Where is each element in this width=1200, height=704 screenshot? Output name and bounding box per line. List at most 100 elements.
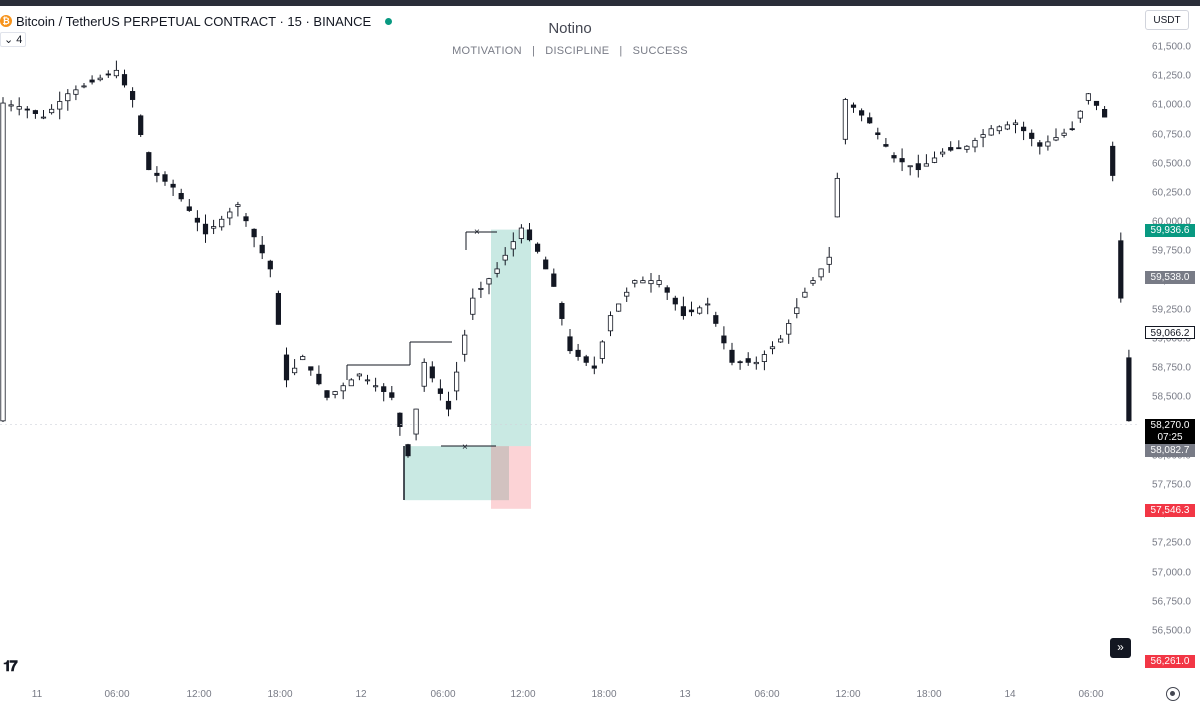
candle-body	[745, 358, 751, 363]
candle-body	[494, 268, 500, 274]
bar-countdown: 07:25	[1157, 432, 1183, 443]
candle-body	[664, 287, 670, 293]
candle-body	[1045, 141, 1051, 147]
candle-body	[227, 211, 233, 219]
candle-body	[429, 366, 435, 379]
sweep-marker: ×	[462, 442, 468, 453]
symbol-label: Bitcoin / TetherUS PERPETUAL CONTRACT · …	[16, 13, 372, 29]
settings-icon[interactable]	[1166, 687, 1180, 701]
candle-body	[761, 354, 768, 362]
candle-body	[907, 165, 913, 168]
price-axis-label: 59,250.0	[1152, 304, 1191, 316]
time-axis-label: 06:00	[430, 689, 456, 700]
time-axis-label: 06:00	[104, 689, 130, 700]
loss-zone	[491, 446, 531, 509]
candle-body	[697, 307, 703, 314]
symbol-title[interactable]: ₿ Bitcoin / TetherUS PERPETUAL CONTRACT …	[0, 12, 393, 30]
candle-body	[543, 259, 549, 270]
tradingview-logo[interactable]: 𝟏𝟕	[3, 658, 18, 675]
stop-price-tag: 57,546.3	[1145, 504, 1195, 517]
candle-body	[348, 379, 354, 387]
candle-body	[567, 336, 573, 352]
candle-body	[162, 174, 168, 182]
candle-body	[964, 145, 970, 150]
candle-body	[769, 346, 776, 350]
candle-body	[283, 354, 290, 381]
candle-body	[1085, 93, 1091, 101]
candle-body	[940, 151, 946, 155]
candle-body	[705, 303, 711, 306]
time-axis-label: 12:00	[510, 689, 536, 700]
candle-body	[40, 116, 47, 119]
candle-body	[138, 115, 144, 136]
candle-body	[632, 280, 638, 284]
candle-body	[875, 132, 881, 135]
target-price-tag: 59,936.6	[1145, 224, 1195, 237]
candle-body	[453, 371, 460, 392]
candle-body	[672, 297, 678, 305]
price-axis-label: 61,500.0	[1152, 41, 1191, 53]
candle-body	[729, 349, 735, 363]
indicators-toggle[interactable]: ⌄ 4	[0, 32, 27, 47]
price-axis-label: 60,000.0	[1152, 216, 1191, 228]
candle-body	[502, 254, 508, 261]
candle-body	[607, 315, 614, 332]
price-axis-label: 59,750.0	[1152, 245, 1191, 257]
price-axis-label: 57,000.0	[1152, 567, 1191, 579]
candle-body	[178, 193, 184, 200]
candle-body	[883, 144, 889, 147]
market-open-indicator	[385, 17, 393, 25]
candle-body	[478, 287, 484, 290]
time-axis-label: 18:00	[916, 689, 942, 700]
candle-body	[235, 204, 241, 207]
candle-body	[656, 280, 662, 285]
candle-body	[956, 147, 962, 150]
candle-body	[834, 177, 840, 218]
candle-body	[1012, 122, 1019, 126]
time-axis-label: 13	[679, 689, 691, 700]
price-axis-label: 56,500.0	[1152, 625, 1191, 637]
candle-body	[1118, 240, 1124, 299]
candle-body	[1029, 132, 1035, 139]
candle-body	[356, 373, 363, 377]
candle-body	[146, 152, 152, 171]
candle-body	[996, 126, 1002, 132]
last-price-value: 58,270.0	[1150, 420, 1190, 431]
candle-body	[1061, 132, 1067, 136]
candle-body	[526, 229, 533, 241]
candle-body	[891, 155, 897, 159]
candle-body	[364, 379, 371, 382]
time-axis-label: 18:00	[267, 689, 293, 700]
time-axis-label: 06:00	[754, 689, 780, 700]
price-axis-label: 58,750.0	[1152, 362, 1191, 374]
candle-body	[1077, 110, 1083, 119]
position-entry-tag: 58,082.7	[1145, 444, 1195, 457]
candle-body	[324, 390, 330, 398]
candle-body	[648, 280, 654, 285]
candle-body	[259, 244, 265, 254]
price-axis-label: 61,250.0	[1152, 70, 1191, 82]
price-axis-label: 60,250.0	[1152, 187, 1191, 199]
candle-body	[802, 291, 808, 298]
bitcoin-icon: ₿	[0, 15, 12, 27]
candle-body	[202, 223, 209, 235]
candle-body	[1093, 100, 1100, 106]
currency-selector[interactable]: USDT	[1145, 10, 1189, 30]
watermark-subtitle: MOTIVATION | DISCIPLINE | SUCCESS	[452, 45, 688, 57]
crosshair-price-tag: 59,066.2	[1145, 326, 1195, 339]
time-axis-label: 12	[355, 689, 367, 700]
price-axis-label: 57,250.0	[1152, 537, 1191, 549]
candle-body	[988, 128, 994, 136]
double-chevron-right-icon[interactable]: »	[1110, 638, 1131, 658]
candle-body	[583, 356, 589, 363]
candle-body	[243, 216, 249, 222]
candle-body	[1126, 357, 1132, 422]
candle-body	[859, 110, 865, 116]
candle-body	[340, 385, 346, 392]
price-axis-label: 60,500.0	[1152, 158, 1191, 170]
candle-body	[470, 297, 476, 315]
candle-body	[551, 273, 557, 287]
candle-body	[842, 99, 849, 140]
candle-body	[599, 341, 606, 359]
